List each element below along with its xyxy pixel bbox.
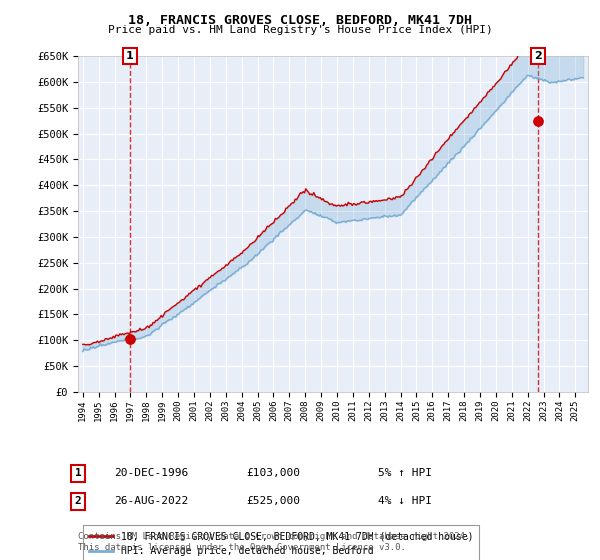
Text: 2: 2 <box>74 496 82 506</box>
Text: 18, FRANCIS GROVES CLOSE, BEDFORD, MK41 7DH: 18, FRANCIS GROVES CLOSE, BEDFORD, MK41 … <box>128 14 472 27</box>
Text: 1: 1 <box>126 51 134 61</box>
Text: 2: 2 <box>534 51 542 61</box>
Text: 26-AUG-2022: 26-AUG-2022 <box>114 496 188 506</box>
Text: 5% ↑ HPI: 5% ↑ HPI <box>378 468 432 478</box>
Text: 20-DEC-1996: 20-DEC-1996 <box>114 468 188 478</box>
Text: 4% ↓ HPI: 4% ↓ HPI <box>378 496 432 506</box>
Text: Price paid vs. HM Land Registry's House Price Index (HPI): Price paid vs. HM Land Registry's House … <box>107 25 493 35</box>
Point <box>125 334 135 343</box>
Legend: 18, FRANCIS GROVES CLOSE, BEDFORD, MK41 7DH (detached house), HPI: Average price: 18, FRANCIS GROVES CLOSE, BEDFORD, MK41 … <box>83 525 479 560</box>
Text: £525,000: £525,000 <box>246 496 300 506</box>
Point <box>533 116 543 125</box>
Text: Contains HM Land Registry data © Crown copyright and database right 2024.
This d: Contains HM Land Registry data © Crown c… <box>78 532 470 552</box>
Text: £103,000: £103,000 <box>246 468 300 478</box>
Text: 1: 1 <box>74 468 82 478</box>
